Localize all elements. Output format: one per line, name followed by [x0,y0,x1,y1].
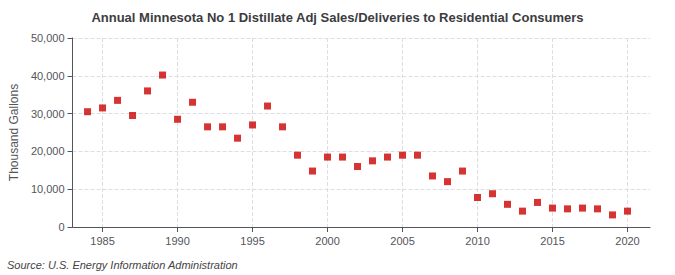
svg-text:1985: 1985 [90,235,114,247]
svg-text:Source: U.S. Energy Informatio: Source: U.S. Energy Information Administ… [7,259,238,271]
svg-text:Annual Minnesota No 1 Distilla: Annual Minnesota No 1 Distillate Adj Sal… [91,10,583,25]
svg-text:2005: 2005 [390,235,414,247]
svg-text:2010: 2010 [465,235,489,247]
svg-text:30,000: 30,000 [31,108,65,120]
svg-text:2020: 2020 [615,235,639,247]
svg-text:1995: 1995 [240,235,264,247]
svg-text:0: 0 [58,221,64,233]
svg-text:2000: 2000 [315,235,339,247]
svg-text:2015: 2015 [540,235,564,247]
svg-text:50,000: 50,000 [31,32,65,44]
svg-text:1990: 1990 [165,235,189,247]
svg-text:10,000: 10,000 [31,183,65,195]
svg-text:20,000: 20,000 [31,145,65,157]
svg-text:Thousand Gallons: Thousand Gallons [7,84,21,181]
svg-text:40,000: 40,000 [31,70,65,82]
